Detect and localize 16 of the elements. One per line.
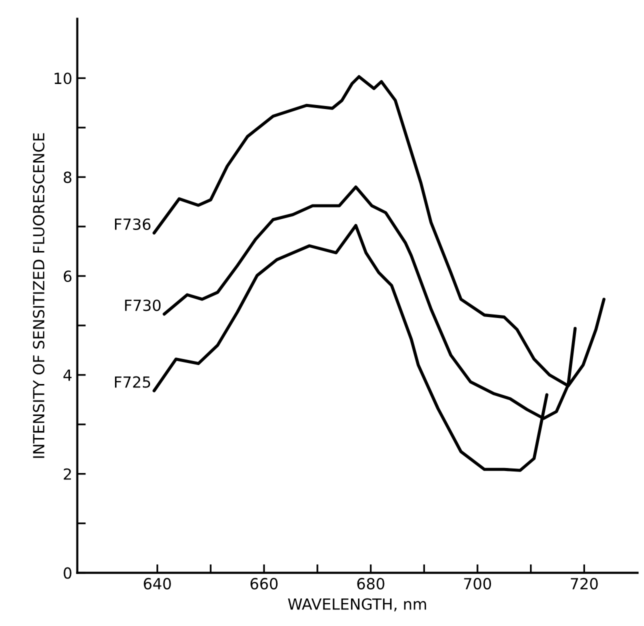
x-tick-label: 660	[250, 578, 278, 590]
x-tick-label: 700	[464, 578, 492, 590]
y-tick-label: 2	[64, 468, 71, 480]
series-label: F730	[125, 300, 161, 312]
x-axis-title: WAVELENGTH, nm	[288, 598, 426, 612]
x-tick-label: 680	[357, 578, 384, 590]
series-label: F725	[115, 376, 150, 388]
x-tick-label: 640	[144, 578, 171, 590]
y-tick-label: 0	[64, 567, 72, 579]
y-axis-title: INTENSITY OF SENSITIZED FLUORESCENCE	[32, 133, 44, 458]
y-tick-label: 8	[64, 172, 72, 184]
series-label: F736	[115, 218, 150, 230]
x-tick-label: 720	[570, 578, 598, 590]
y-tick-label: 4	[63, 370, 72, 381]
y-tick-label: 10	[54, 72, 72, 84]
y-tick-label: 6	[64, 270, 72, 282]
